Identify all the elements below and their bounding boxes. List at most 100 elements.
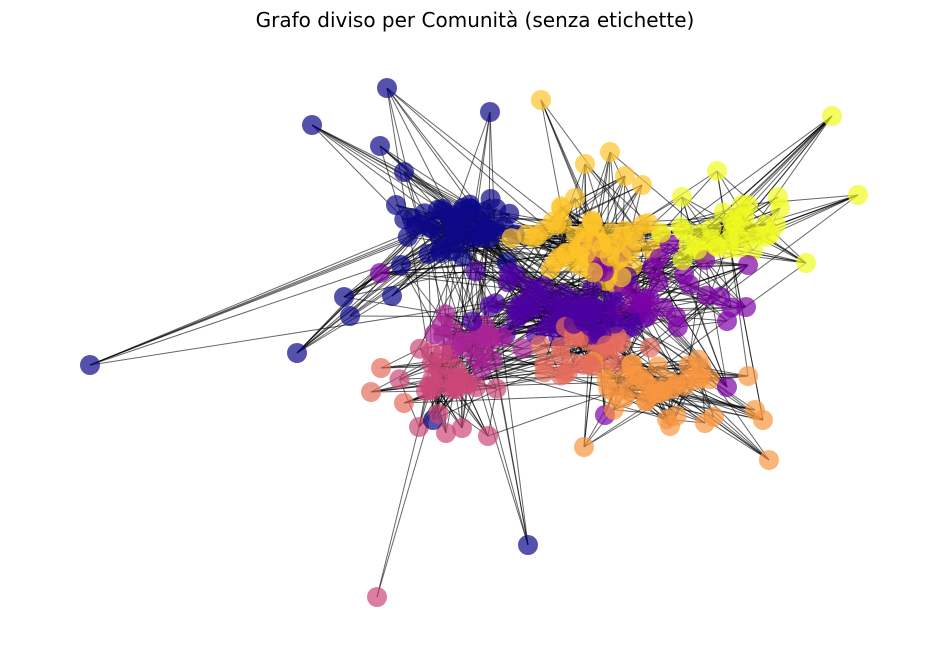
graph-node-community-7	[575, 154, 595, 174]
graph-node-community-4	[428, 403, 449, 424]
graph-node-community-0	[334, 287, 354, 307]
graph-node-community-3	[452, 332, 473, 352]
graph-node-community-8	[770, 198, 790, 218]
graph-node-community-0	[370, 136, 390, 156]
graph-node-community-5	[581, 356, 602, 377]
graph-node-community-1	[506, 265, 527, 286]
graph-node-community-7	[549, 247, 570, 268]
graph-edge	[688, 284, 728, 388]
graph-node-community-0	[377, 78, 397, 98]
graph-node-community-0	[429, 226, 450, 247]
graph-node-community-6	[738, 366, 758, 386]
graph-node-community-0	[480, 102, 500, 122]
graph-node-community-1	[604, 313, 625, 334]
graph-node-community-7	[615, 166, 635, 186]
graph-node-community-6	[678, 369, 699, 390]
graph-node-community-4	[458, 373, 479, 394]
graph-node-community-7	[551, 198, 572, 219]
graph-node-community-1	[582, 278, 603, 299]
graph-node-community-8	[756, 226, 777, 247]
graph-edge	[349, 253, 429, 317]
graph-node-community-6	[614, 388, 635, 408]
graph-node-community-7	[585, 231, 606, 252]
graph-node-community-7	[632, 175, 652, 195]
graph-node-community-8	[822, 106, 842, 126]
graph-node-community-5	[394, 393, 414, 413]
graph-node-community-3	[432, 325, 453, 346]
graph-node-community-2	[631, 292, 652, 313]
graph-node-community-1	[529, 286, 550, 307]
graph-node-community-7	[600, 142, 620, 162]
graph-edge	[584, 163, 649, 224]
graph-node-community-4	[432, 343, 453, 364]
graph-node-community-4	[416, 381, 436, 401]
graph-node-community-6	[688, 349, 709, 370]
graph-node-community-3	[512, 338, 533, 359]
graph-node-community-7	[531, 90, 551, 110]
graph-node-community-8	[704, 235, 725, 256]
graph-node-community-4	[478, 426, 498, 446]
graph-node-community-4	[367, 587, 387, 607]
graph-node-community-6	[659, 370, 680, 391]
graph-edge	[379, 271, 604, 274]
graph-node-community-6	[598, 378, 619, 399]
graph-node-community-6	[574, 437, 594, 457]
graph-edge	[630, 194, 859, 366]
graph-node-community-4	[452, 418, 472, 438]
graph-node-community-1	[573, 311, 594, 332]
graph-node-community-8	[724, 215, 745, 236]
graph-node-community-4	[486, 378, 507, 399]
graph-node-community-6	[759, 450, 779, 470]
graph-node-community-8	[689, 223, 710, 244]
graph-edge	[89, 223, 452, 366]
graph-node-community-6	[660, 416, 680, 436]
graph-edge	[430, 351, 629, 392]
graph-node-community-0	[441, 211, 461, 232]
graph-edge	[741, 194, 859, 206]
graph-node-community-0	[391, 255, 411, 275]
graph-node-community-7	[582, 213, 603, 234]
graph-node-community-4	[389, 369, 410, 390]
graph-node-community-7	[621, 239, 642, 260]
graph-node-community-6	[648, 356, 668, 377]
graph-node-community-1	[465, 261, 486, 282]
graph-node-community-1	[620, 308, 641, 329]
graph-node-community-2	[717, 377, 737, 397]
graph-node-community-0	[394, 209, 415, 230]
graph-node-community-2	[738, 255, 758, 275]
graph-node-community-2	[653, 297, 674, 318]
node-layer	[80, 78, 868, 607]
graph-node-community-7	[501, 228, 522, 249]
graph-node-community-0	[287, 343, 307, 363]
graph-node-community-5	[371, 358, 391, 378]
graph-node-community-7	[638, 213, 659, 233]
graph-node-community-0	[418, 243, 439, 264]
graph-node-community-4	[409, 338, 430, 359]
graph-edge	[296, 223, 421, 354]
graph-node-community-0	[394, 162, 414, 182]
graph-node-community-0	[452, 246, 473, 267]
graph-node-community-4	[431, 367, 451, 388]
graph-node-community-0	[479, 220, 500, 241]
graph-node-community-7	[565, 188, 585, 208]
graph-node-community-0	[414, 203, 435, 224]
graph-node-community-6	[621, 354, 641, 375]
graph-node-community-8	[732, 194, 752, 215]
graph-node-community-8	[672, 250, 693, 271]
graph-node-community-5	[596, 335, 617, 356]
graph-node-community-5	[550, 365, 571, 386]
figure-title: Grafo diviso per Comunità (senza etichet…	[255, 8, 695, 32]
graph-node-community-7	[599, 246, 620, 267]
graph-node-community-0	[457, 206, 478, 227]
graph-node-community-2	[721, 297, 742, 318]
graph-node-community-5	[534, 354, 555, 374]
graph-node-community-8	[796, 253, 816, 273]
graph-node-community-0	[518, 535, 538, 555]
graph-node-community-6	[745, 400, 765, 420]
graph-edge	[487, 232, 529, 546]
graph-node-community-0	[480, 189, 501, 209]
graph-node-community-2	[736, 297, 756, 317]
graph-node-community-7	[516, 224, 537, 245]
